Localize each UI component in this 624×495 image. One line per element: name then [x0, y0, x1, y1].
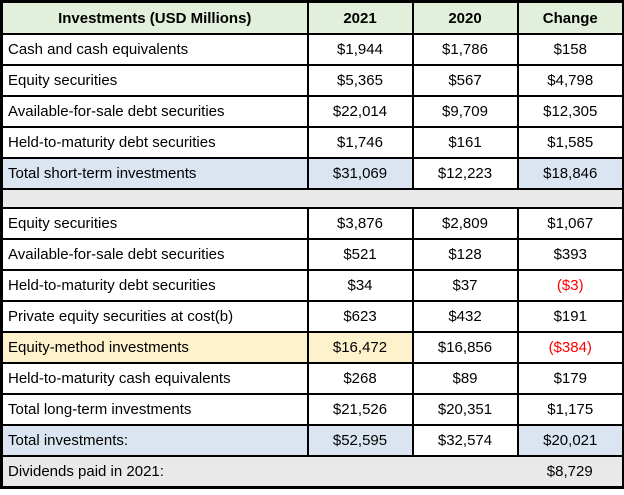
value-2020-cell: $161 — [411, 126, 519, 159]
value-2020-cell: $16,856 — [411, 331, 519, 364]
row-label-cell: Total short-term investments — [0, 157, 309, 190]
table-row-total-short-term: Total short-term investments $31,069 $12… — [0, 157, 624, 190]
row-label-cell: Equity securities — [0, 207, 309, 240]
dividends-label: Dividends paid in 2021: — [1, 455, 518, 489]
row-label-cell: Equity securities — [0, 64, 309, 97]
value-2021-cell: $3,876 — [306, 207, 414, 240]
value-2020-cell: $32,574 — [411, 424, 519, 457]
change-cell: $191 — [516, 300, 624, 333]
row-label-cell: Held-to-maturity cash equivalents — [0, 362, 309, 395]
change-cell: $158 — [516, 33, 624, 66]
table-row: Available-for-sale debt securities $22,0… — [0, 95, 624, 128]
section-spacer-row — [1, 188, 624, 209]
change-cell: $12,305 — [516, 95, 624, 128]
spacer-cell — [1, 188, 624, 209]
row-label-cell: Held-to-maturity debt securities — [0, 269, 309, 302]
value-2021-cell: $34 — [306, 269, 414, 302]
value-2020-cell: $2,809 — [411, 207, 519, 240]
value-2021-cell: $52,595 — [306, 424, 414, 457]
value-2021-cell: $1,944 — [306, 33, 414, 66]
change-cell: $1,067 — [516, 207, 624, 240]
value-2021-cell: $623 — [306, 300, 414, 333]
table-row: Equity securities $3,876 $2,809 $1,067 — [0, 207, 624, 240]
value-2020-cell: $89 — [411, 362, 519, 395]
value-2020-cell: $432 — [411, 300, 519, 333]
table-row: Equity securities $5,365 $567 $4,798 — [0, 64, 624, 97]
table-row-equity-method-highlight: Equity-method investments $16,472 $16,85… — [0, 331, 624, 364]
value-2021-cell: $16,472 — [306, 331, 414, 364]
row-label-cell: Held-to-maturity debt securities — [0, 126, 309, 159]
value-2020-cell: $37 — [411, 269, 519, 302]
table-row: Cash and cash equivalents $1,944 $1,786 … — [0, 33, 624, 66]
table-row: Held-to-maturity debt securities $1,746 … — [0, 126, 624, 159]
change-cell: $18,846 — [516, 157, 624, 190]
column-header-2021: 2021 — [306, 0, 414, 35]
row-label-cell: Total investments: — [0, 424, 309, 457]
value-2020-cell: $20,351 — [411, 393, 519, 426]
change-cell: $1,175 — [516, 393, 624, 426]
change-cell: $20,021 — [516, 424, 624, 457]
table-row: Total long-term investments $21,526 $20,… — [0, 393, 624, 426]
table-row: Held-to-maturity cash equivalents $268 $… — [0, 362, 624, 395]
dividends-value: $8,729 — [517, 455, 624, 489]
table-row: Available-for-sale debt securities $521 … — [0, 238, 624, 271]
column-header-change: Change — [516, 0, 624, 35]
change-cell-negative: ($384) — [516, 331, 624, 364]
row-label-cell: Equity-method investments — [0, 331, 309, 364]
column-header-investments: Investments (USD Millions) — [0, 0, 309, 35]
value-2020-cell: $128 — [411, 238, 519, 271]
change-cell: $4,798 — [516, 64, 624, 97]
value-2021-cell: $22,014 — [306, 95, 414, 128]
table-header-row: Investments (USD Millions) 2021 2020 Cha… — [0, 0, 624, 35]
value-2021-cell: $521 — [306, 238, 414, 271]
value-2020-cell: $567 — [411, 64, 519, 97]
row-label-cell: Private equity securities at cost(b) — [0, 300, 309, 333]
value-2021-cell: $21,526 — [306, 393, 414, 426]
value-2020-cell: $12,223 — [411, 157, 519, 190]
table-row-total-investments: Total investments: $52,595 $32,574 $20,0… — [0, 424, 624, 457]
column-header-2020: 2020 — [411, 0, 519, 35]
value-2020-cell: $9,709 — [411, 95, 519, 128]
table-row: Held-to-maturity debt securities $34 $37… — [0, 269, 624, 302]
value-2020-cell: $1,786 — [411, 33, 519, 66]
row-label-cell: Available-for-sale debt securities — [0, 95, 309, 128]
change-cell-negative: ($3) — [516, 269, 624, 302]
change-cell: $393 — [516, 238, 624, 271]
table-row: Private equity securities at cost(b) $62… — [0, 300, 624, 333]
value-2021-cell: $31,069 — [306, 157, 414, 190]
change-cell: $179 — [516, 362, 624, 395]
row-label-cell: Available-for-sale debt securities — [0, 238, 309, 271]
value-2021-cell: $1,746 — [306, 126, 414, 159]
change-cell: $1,585 — [516, 126, 624, 159]
value-2021-cell: $268 — [306, 362, 414, 395]
row-label-cell: Total long-term investments — [0, 393, 309, 426]
value-2021-cell: $5,365 — [306, 64, 414, 97]
dividends-footer-row: Dividends paid in 2021: $8,729 — [1, 455, 624, 489]
row-label-cell: Cash and cash equivalents — [0, 33, 309, 66]
